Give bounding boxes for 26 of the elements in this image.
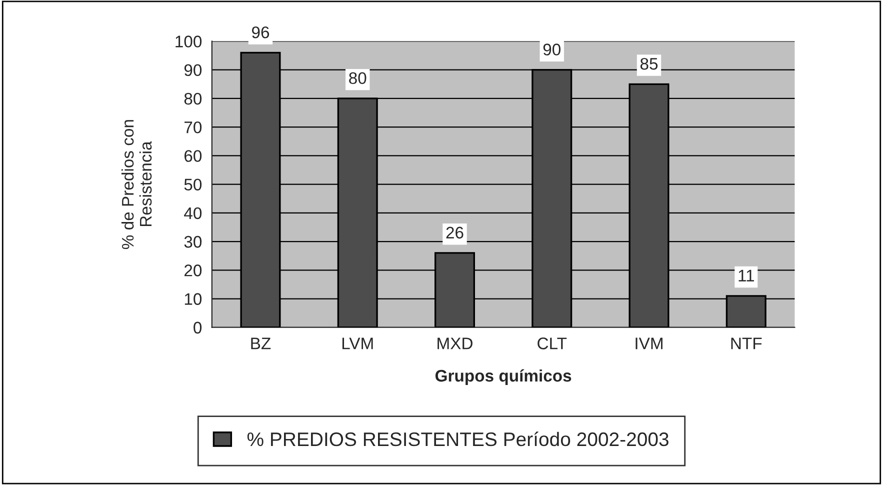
data-label: 26 xyxy=(446,226,464,239)
y-tick-label: 50 xyxy=(184,178,202,191)
x-axis-title: Grupos químicos xyxy=(435,369,572,385)
y-tick-label: 0 xyxy=(194,322,202,334)
x-tick-label: NTF xyxy=(731,338,762,350)
x-tick-label: LVM xyxy=(342,338,373,350)
y-tick-label: 40 xyxy=(184,207,202,220)
data-label: 11 xyxy=(738,270,754,282)
legend-label: % PREDIOS RESISTENTES Período 2002-2003 xyxy=(247,432,668,446)
y-tick-label: 60 xyxy=(184,150,202,162)
data-label: 96 xyxy=(252,26,270,38)
y-tick-label: 10 xyxy=(184,293,202,305)
x-tick-label: BZ xyxy=(251,338,271,350)
x-tick-label: CLT xyxy=(538,338,567,350)
x-tick-label: IVM xyxy=(636,338,662,350)
y-axis-title: % de Predios con Resistencia xyxy=(121,120,152,250)
y-tick-label: 90 xyxy=(184,64,202,76)
y-tick-label: 100 xyxy=(176,36,202,48)
y-tick-label: 30 xyxy=(184,236,202,248)
data-label: 85 xyxy=(640,58,658,70)
y-tick-label: 20 xyxy=(184,264,202,276)
y-tick-label: 80 xyxy=(184,92,202,105)
data-label: 80 xyxy=(349,72,366,84)
x-tick-label: MXD xyxy=(438,338,472,350)
y-tick-label: 70 xyxy=(184,121,202,134)
data-label: 90 xyxy=(543,44,560,56)
